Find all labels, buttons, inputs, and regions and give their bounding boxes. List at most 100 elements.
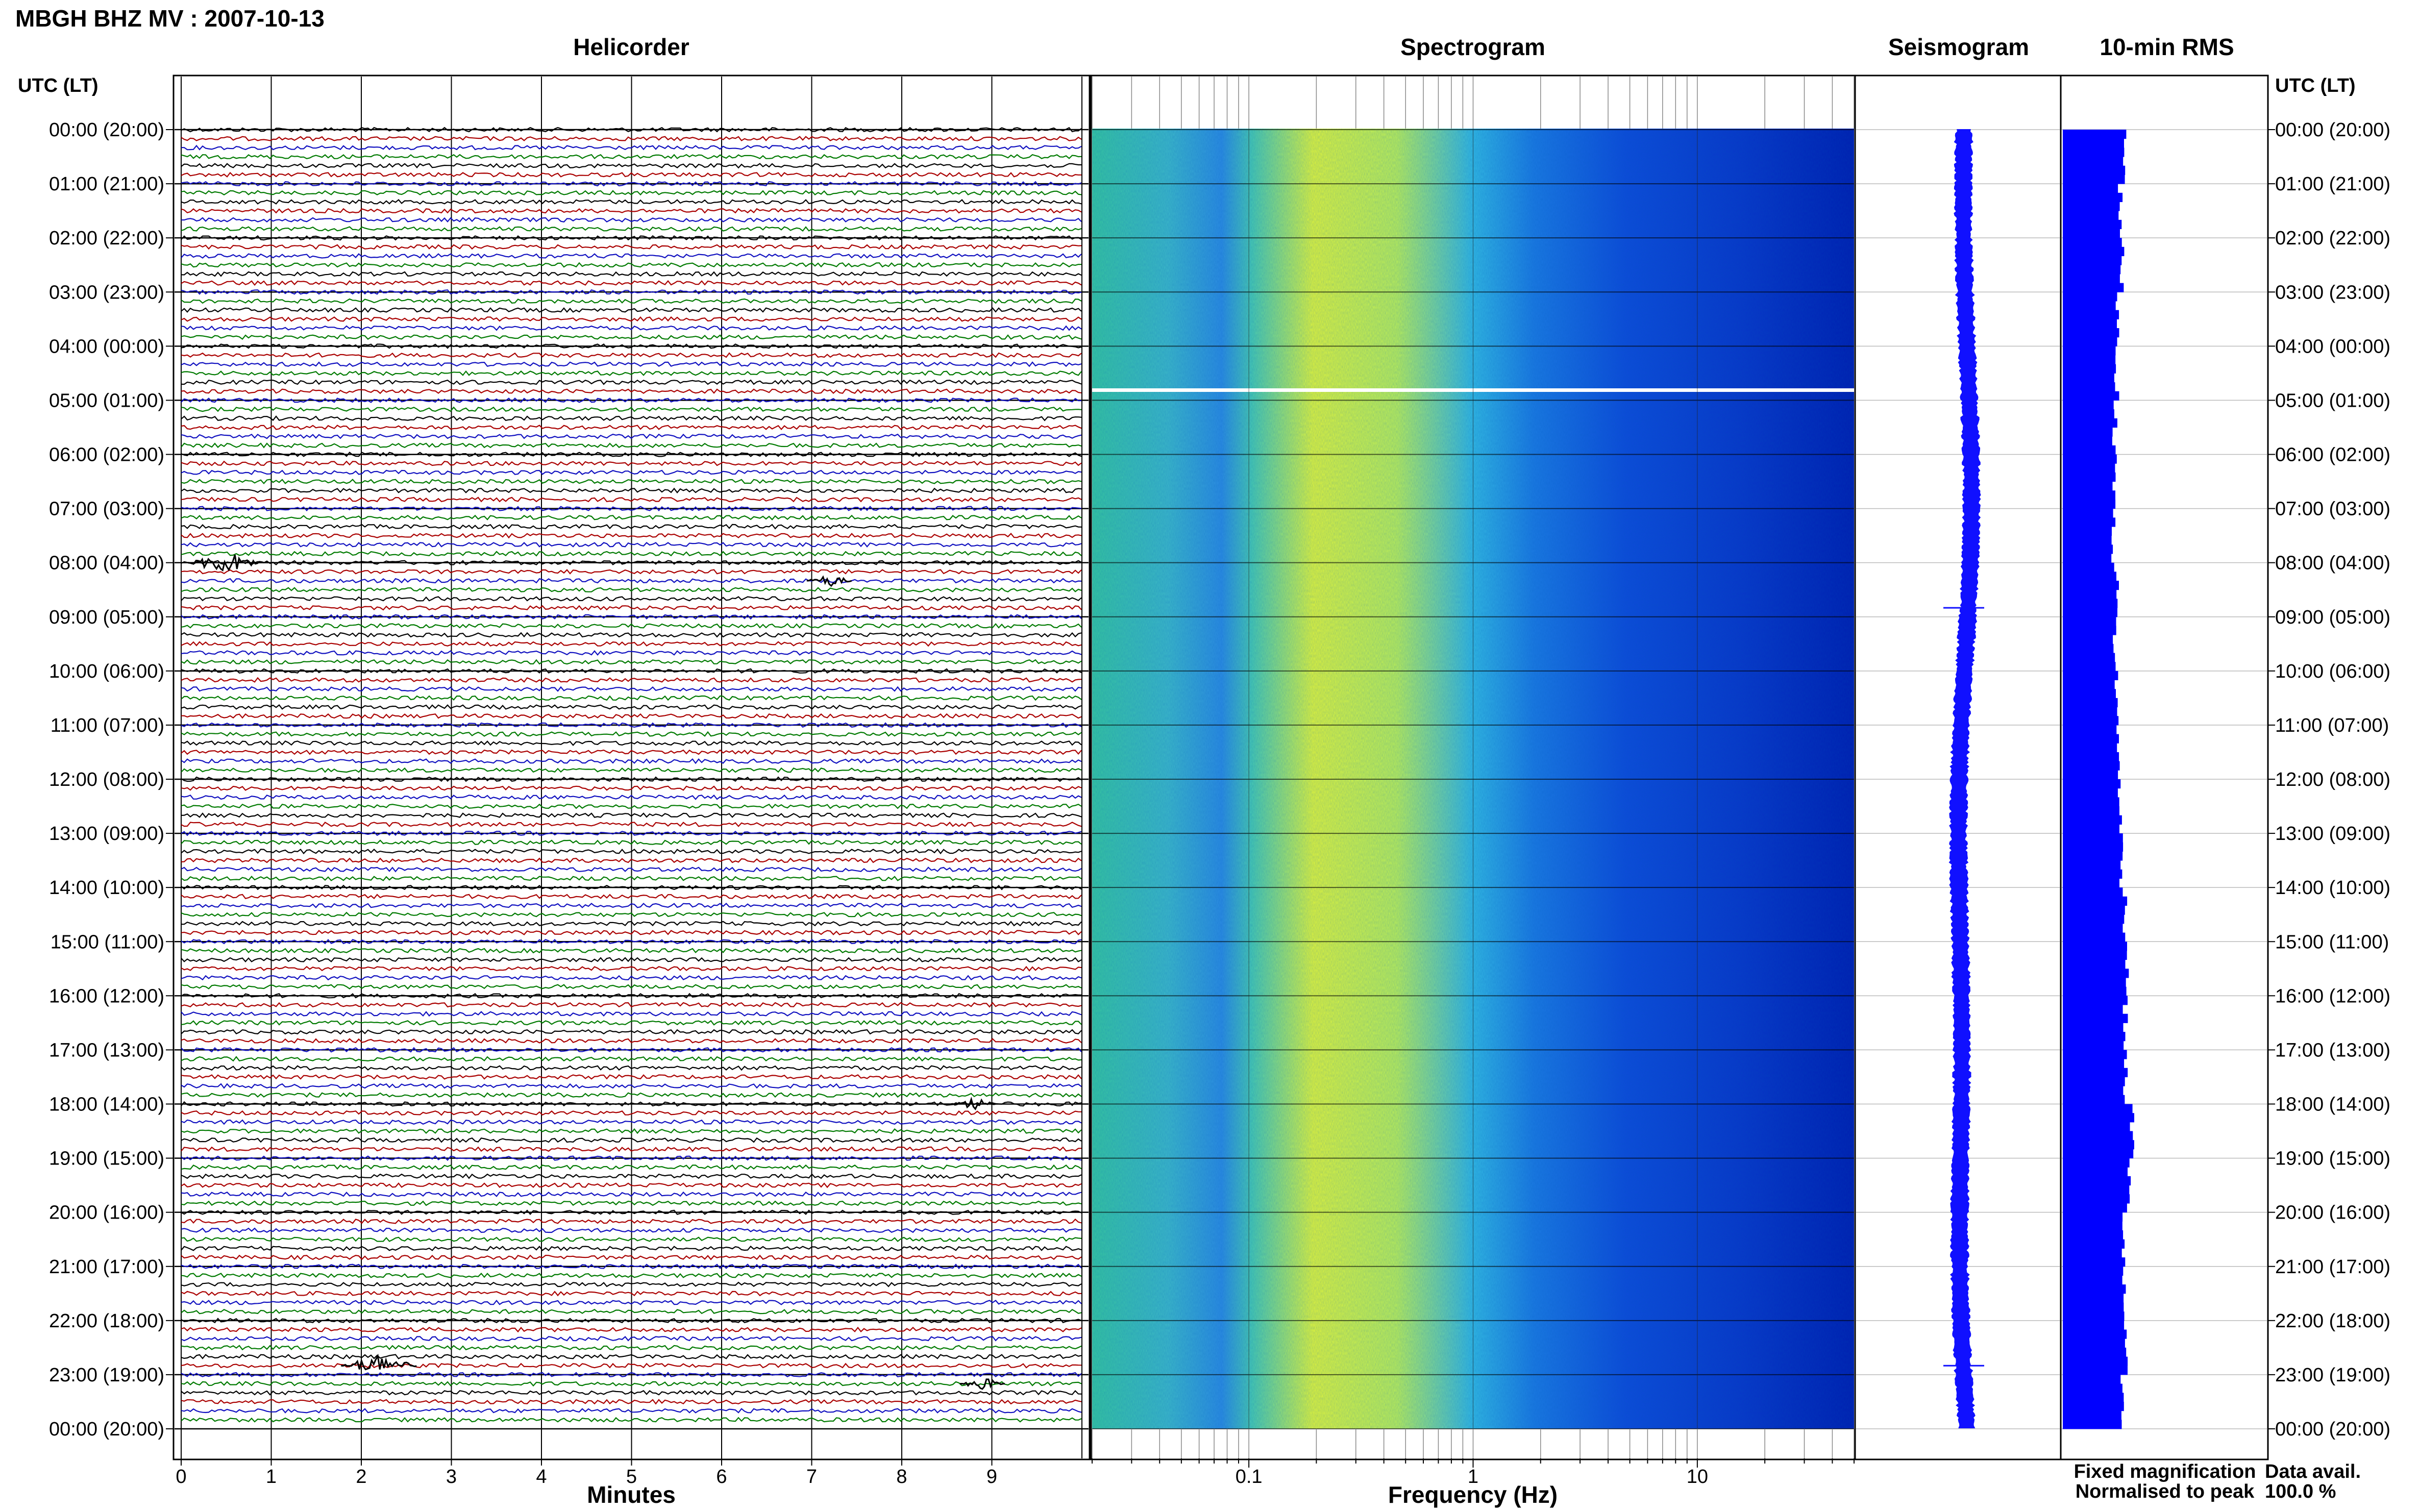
- rms-bar: [2063, 490, 2115, 500]
- rms-bar: [2063, 689, 2116, 699]
- rms-bar: [2063, 797, 2119, 807]
- helicorder-trace: [181, 1263, 1082, 1270]
- minutes-tick-label: 1: [266, 1466, 277, 1488]
- rms-bar: [2063, 337, 2117, 346]
- rms-bar: [2063, 1194, 2130, 1204]
- helicorder-trace: [181, 1326, 1082, 1333]
- helicorder-trace: [181, 830, 1082, 836]
- rms-bar: [2063, 1068, 2128, 1077]
- time-label-right: 06:00 (02:00): [2275, 444, 2390, 466]
- rms-bar: [2063, 824, 2119, 834]
- helicorder-trace: [181, 524, 1082, 530]
- spectrogram-title: Spectrogram: [1400, 34, 1545, 60]
- time-label-left: 13:00 (09:00): [49, 823, 164, 845]
- helicorder-trace: [181, 1029, 1082, 1035]
- helicorder-trace: [181, 460, 1082, 466]
- rms-bar: [2063, 978, 2126, 987]
- helicorder-trace: [181, 1137, 1082, 1143]
- time-label-left: 01:00 (21:00): [49, 173, 164, 195]
- helicorder-trace: [181, 479, 1082, 485]
- legend-fixed-magnification: Fixed magnification: [2074, 1461, 2256, 1482]
- rms-bar: [2063, 1158, 2130, 1168]
- helicorder-trace: [181, 370, 1082, 376]
- time-label-left: 11:00 (07:00): [51, 715, 164, 736]
- rms-bar: [2063, 950, 2127, 960]
- helicorder-trace: [181, 965, 1082, 972]
- rms-bar: [2063, 616, 2116, 626]
- time-label-right: 02:00 (22:00): [2275, 228, 2390, 249]
- time-label-left: 08:00 (04:00): [49, 553, 164, 574]
- helicorder-trace: [181, 1381, 1082, 1387]
- time-label-right: 09:00 (05:00): [2275, 607, 2390, 628]
- helicorder-trace: [181, 1191, 1082, 1197]
- rms-bar: [2063, 734, 2119, 743]
- rms-bar: [2063, 1410, 2121, 1420]
- rms-bar: [2063, 535, 2112, 545]
- helicorder-trace: [181, 325, 1082, 331]
- helicorder-event: [341, 1353, 417, 1371]
- time-label-right: 08:00 (04:00): [2275, 553, 2390, 574]
- time-header-left: UTC (LT): [18, 75, 98, 96]
- helicorder-trace: [181, 1354, 1082, 1359]
- helicorder-trace: [181, 406, 1082, 412]
- time-label-right: 14:00 (10:00): [2275, 877, 2390, 899]
- helicorder-trace: [181, 794, 1082, 800]
- time-label-left: 00:00 (20:00): [49, 119, 164, 141]
- rms-bar: [2063, 1311, 2125, 1321]
- helicorder-trace: [181, 1245, 1082, 1251]
- time-label-left: 22:00 (18:00): [49, 1310, 164, 1332]
- data-availability-label: Data avail.: [2265, 1461, 2361, 1482]
- helicorder-title: Helicorder: [573, 34, 689, 60]
- helicorder-trace: [181, 199, 1082, 205]
- helicorder-trace: [181, 857, 1082, 863]
- rms-bar: [2063, 923, 2123, 933]
- rms-bar: [2063, 517, 2116, 527]
- helicorder-trace: [181, 1047, 1082, 1053]
- time-label-right: 23:00 (19:00): [2275, 1365, 2390, 1386]
- rms-bar: [2063, 1131, 2133, 1141]
- rms-bar: [2063, 138, 2124, 148]
- helicorder-trace: [181, 1065, 1082, 1071]
- helicorder-trace: [181, 686, 1082, 692]
- rms-bar: [2063, 1104, 2133, 1113]
- rms-bar: [2063, 608, 2117, 617]
- rms-bar: [2063, 554, 2112, 563]
- time-label-right: 05:00 (01:00): [2275, 390, 2390, 411]
- helicorder-trace: [181, 1038, 1082, 1044]
- time-label-left: 05:00 (01:00): [49, 390, 164, 411]
- helicorder-trace: [181, 957, 1082, 962]
- time-label-left: 10:00 (06:00): [49, 661, 164, 682]
- rms-bar: [2063, 743, 2117, 753]
- time-label-right: 13:00 (09:00): [2275, 823, 2390, 845]
- rms-bar: [2063, 1077, 2125, 1086]
- helicorder-trace: [181, 171, 1081, 178]
- rms-bar: [2063, 788, 2118, 798]
- rms-bar: [2063, 770, 2118, 780]
- helicorder-trace: [181, 163, 1081, 169]
- rms-bar: [2063, 626, 2116, 635]
- minutes-tick-label: 3: [446, 1466, 457, 1488]
- helicorder-trace: [181, 181, 1082, 187]
- rms-bar: [2063, 680, 2115, 689]
- rms-bar: [2063, 1293, 2124, 1303]
- rms-title: 10-min RMS: [2100, 34, 2234, 60]
- helicorder-trace: [181, 560, 1082, 565]
- helicorder-trace: [181, 235, 1082, 241]
- rms-bar: [2063, 526, 2112, 536]
- rms-bar: [2063, 1176, 2131, 1186]
- helicorder-trace: [181, 1164, 1082, 1170]
- rms-bar: [2063, 256, 2122, 265]
- helicorder-trace: [181, 1372, 1082, 1378]
- time-label-right: 04:00 (00:00): [2275, 336, 2390, 357]
- helicorder-trace: [181, 668, 1082, 674]
- rms-bar: [2063, 165, 2126, 175]
- rms-bar: [2063, 896, 2128, 906]
- rms-bar: [2063, 1113, 2134, 1123]
- time-label-right: 00:00 (20:00): [2275, 1419, 2390, 1440]
- minutes-tick-label: 9: [986, 1466, 997, 1488]
- helicorder-trace: [181, 379, 1082, 385]
- rms-bar: [2063, 454, 2117, 464]
- rms-bar: [2063, 599, 2118, 608]
- rms-bar: [2063, 463, 2115, 473]
- rms-bar: [2063, 914, 2125, 924]
